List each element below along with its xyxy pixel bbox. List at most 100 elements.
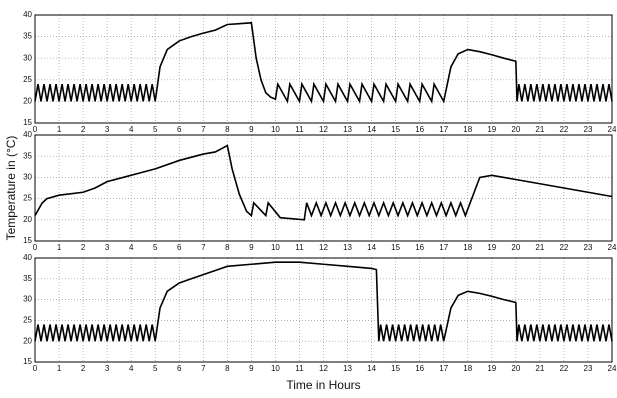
- temperature-line: [34, 21, 613, 104]
- x-tick-label: 23: [584, 243, 593, 252]
- y-tick-label: 25: [23, 75, 32, 84]
- temperature-line: [34, 144, 613, 221]
- x-tick-label: 24: [608, 125, 617, 134]
- temperature-line: [34, 261, 613, 342]
- x-tick-label: 19: [487, 125, 496, 134]
- y-tick-label: 15: [23, 118, 32, 127]
- x-tick-label: 11: [295, 243, 304, 252]
- y-tick-label: 35: [23, 274, 32, 283]
- x-tick-label: 11: [295, 364, 304, 373]
- x-tick-label: 7: [201, 364, 206, 373]
- x-tick-label: 5: [153, 125, 158, 134]
- x-tick-label: 19: [487, 243, 496, 252]
- x-tick-label: 5: [153, 243, 158, 252]
- y-tick-label: 30: [23, 173, 32, 182]
- x-tick-label: 10: [271, 125, 280, 134]
- x-tick-label: 4: [129, 243, 134, 252]
- x-tick-label: 2: [81, 125, 86, 134]
- x-tick-label: 8: [225, 125, 230, 134]
- x-tick-label: 17: [439, 364, 448, 373]
- x-tick-label: 0: [33, 125, 38, 134]
- x-tick-label: 16: [415, 364, 424, 373]
- y-tick-label: 35: [23, 32, 32, 41]
- y-tick-label: 40: [23, 253, 32, 262]
- y-tick-label: 20: [23, 97, 32, 106]
- x-tick-label: 14: [367, 243, 376, 252]
- x-tick-label: 5: [153, 364, 158, 373]
- x-tick-label: 16: [415, 125, 424, 134]
- x-tick-label: 2: [81, 243, 86, 252]
- x-tick-label: 17: [439, 243, 448, 252]
- x-tick-label: 18: [463, 125, 472, 134]
- x-tick-label: 10: [271, 243, 280, 252]
- x-tick-label: 10: [271, 364, 280, 373]
- x-tick-label: 7: [201, 243, 206, 252]
- x-tick-label: 23: [584, 364, 593, 373]
- x-tick-label: 17: [439, 125, 448, 134]
- plot-frame: [34, 14, 613, 124]
- x-tick-label: 7: [201, 125, 206, 134]
- x-tick-label: 13: [343, 125, 352, 134]
- x-tick-label: 24: [608, 364, 617, 373]
- x-tick-label: 16: [415, 243, 424, 252]
- x-tick-label: 4: [129, 125, 134, 134]
- x-tick-label: 18: [463, 243, 472, 252]
- x-tick-label: 15: [391, 364, 400, 373]
- y-tick-label: 25: [23, 194, 32, 203]
- x-tick-label: 12: [319, 243, 328, 252]
- y-tick-label: 40: [23, 10, 32, 19]
- y-tick-label: 40: [23, 130, 32, 139]
- y-tick-label: 15: [23, 357, 32, 366]
- x-tick-label: 21: [535, 243, 544, 252]
- x-tick-label: 18: [463, 364, 472, 373]
- plot-area: [35, 135, 612, 241]
- x-tick-label: 20: [511, 243, 520, 252]
- y-tick-label: 15: [23, 236, 32, 245]
- x-tick-label: 22: [559, 243, 568, 252]
- y-tick-label: 35: [23, 151, 32, 160]
- y-tick-label: 20: [23, 336, 32, 345]
- y-tick-label: 20: [23, 215, 32, 224]
- x-tick-label: 22: [559, 364, 568, 373]
- x-tick-label: 21: [535, 125, 544, 134]
- x-tick-label: 3: [105, 125, 110, 134]
- x-tick-label: 3: [105, 243, 110, 252]
- plot-frame: [34, 257, 613, 363]
- x-tick-label: 8: [225, 364, 230, 373]
- x-tick-label: 12: [319, 125, 328, 134]
- x-tick-label: 9: [249, 364, 254, 373]
- x-tick-label: 15: [391, 125, 400, 134]
- x-tick-label: 12: [319, 364, 328, 373]
- x-tick-label: 20: [511, 364, 520, 373]
- x-tick-label: 21: [535, 364, 544, 373]
- x-tick-label: 13: [343, 243, 352, 252]
- x-tick-label: 14: [367, 125, 376, 134]
- x-tick-label: 8: [225, 243, 230, 252]
- plot-frame: [34, 134, 613, 242]
- x-tick-label: 2: [81, 364, 86, 373]
- x-tick-label: 4: [129, 364, 134, 373]
- x-tick-label: 6: [177, 125, 182, 134]
- x-tick-label: 0: [33, 364, 38, 373]
- x-tick-label: 20: [511, 125, 520, 134]
- x-tick-label: 22: [559, 125, 568, 134]
- x-tick-label: 0: [33, 243, 38, 252]
- x-tick-label: 19: [487, 364, 496, 373]
- x-tick-label: 6: [177, 243, 182, 252]
- x-axis-label: Time in Hours: [286, 378, 360, 392]
- x-tick-label: 1: [57, 243, 62, 252]
- x-tick-label: 1: [57, 364, 62, 373]
- x-tick-label: 14: [367, 364, 376, 373]
- y-axis-label: Temperature in (°C): [4, 136, 18, 241]
- y-tick-label: 30: [23, 53, 32, 62]
- x-tick-label: 9: [249, 125, 254, 134]
- x-tick-label: 9: [249, 243, 254, 252]
- x-tick-label: 11: [295, 125, 304, 134]
- y-tick-label: 25: [23, 316, 32, 325]
- x-tick-label: 6: [177, 364, 182, 373]
- x-tick-label: 23: [584, 125, 593, 134]
- x-tick-label: 13: [343, 364, 352, 373]
- x-tick-label: 15: [391, 243, 400, 252]
- x-tick-label: 24: [608, 243, 617, 252]
